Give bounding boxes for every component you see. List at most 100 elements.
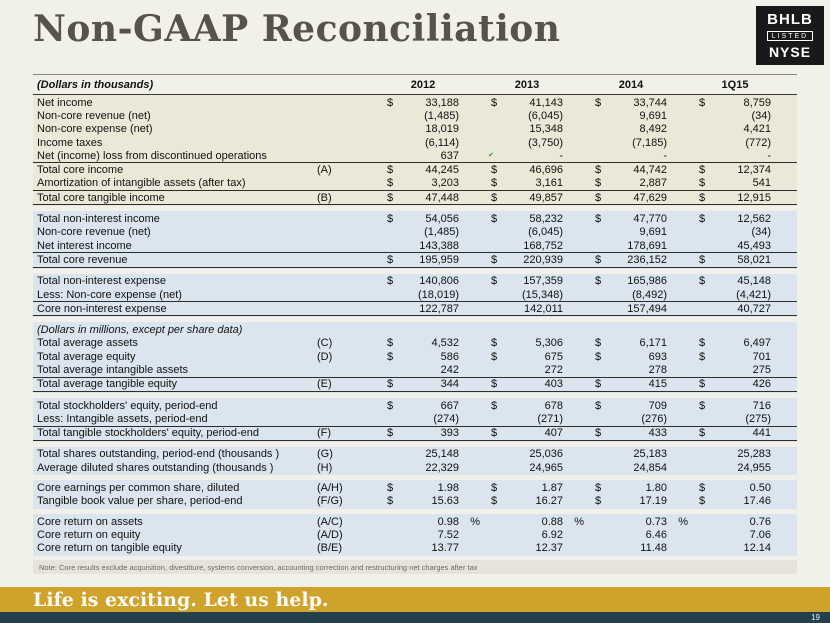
value-cell: $236,152 xyxy=(595,254,667,266)
value-cell: $15.63 xyxy=(387,495,459,507)
cell-value: 9,691 xyxy=(639,226,667,239)
cell-value: 6.46 xyxy=(645,528,667,541)
cell-value: 716 xyxy=(752,399,771,412)
row-designation: (D) xyxy=(317,350,333,363)
cell-value: 426 xyxy=(752,378,771,391)
value-cell: $44,245 xyxy=(387,164,459,176)
value-cell: $0.50 xyxy=(699,482,771,494)
cell-value: 18,019 xyxy=(425,123,459,136)
cell-value: 433 xyxy=(648,427,667,440)
dollar-sign: $ xyxy=(491,495,498,508)
table-row: Total average equity (D) $586 $675 $693 $701 xyxy=(33,350,797,363)
row-designation: (E) xyxy=(317,378,332,391)
cell-value: (18,019) xyxy=(418,288,459,301)
cell-value: 58,021 xyxy=(737,253,771,266)
dollar-sign: $ xyxy=(699,275,706,288)
value-cell: $667 xyxy=(387,400,459,412)
cell-value: 168,752 xyxy=(523,239,563,252)
value-cell: $46,696 xyxy=(491,164,563,176)
cell-value: 272 xyxy=(544,363,563,376)
cell-value: 441 xyxy=(752,427,771,440)
dollar-sign: $ xyxy=(595,177,602,190)
table-section: Total shares outstanding, period-end (th… xyxy=(33,446,797,476)
value-cell: $17.19 xyxy=(595,495,667,507)
dollar-sign: $ xyxy=(699,482,706,495)
value-cell: (34) xyxy=(699,110,771,122)
value-cell: 24,955 xyxy=(699,462,771,474)
value-cell: (6,045) xyxy=(491,226,563,238)
value-cell: 272 xyxy=(491,364,563,376)
dollar-sign: $ xyxy=(387,378,394,391)
value-cell: (6,045) xyxy=(491,110,563,122)
value-cell: 25,283 xyxy=(699,448,771,460)
cell-value: 3,203 xyxy=(431,177,459,190)
dollar-sign: $ xyxy=(595,337,602,350)
value-cell: $33,744 xyxy=(595,97,667,109)
table-section: Core earnings per common share, diluted (… xyxy=(33,480,797,510)
cell-value: 54,056 xyxy=(425,213,459,226)
row-label: Total average equity xyxy=(37,350,136,363)
cell-value: 0.50 xyxy=(749,482,771,495)
cell-value: 0.98 xyxy=(437,515,459,528)
value-cell: $426 xyxy=(699,378,771,390)
cell-value: 220,939 xyxy=(523,253,563,266)
cell-value: 157,494 xyxy=(627,302,667,315)
cell-value: 667 xyxy=(440,399,459,412)
cell-value: 12,915 xyxy=(737,191,771,204)
dollar-sign: $ xyxy=(387,177,394,190)
table-row: Non-core revenue (net) (1,485) (6,045) 9,69… xyxy=(33,109,797,122)
cell-value: 47,629 xyxy=(633,191,667,204)
dollar-sign: $ xyxy=(387,482,394,495)
value-cell: 168,752 xyxy=(491,240,563,252)
value-cell: $12,374 xyxy=(699,164,771,176)
cell-value: 40,727 xyxy=(737,302,771,315)
cell-value: 0.73 xyxy=(645,515,667,528)
value-cell: (274) xyxy=(387,413,459,425)
value-cell: (772) xyxy=(699,137,771,149)
dollar-sign: $ xyxy=(387,350,394,363)
value-cell: 40,727 xyxy=(699,303,771,315)
value-cell: $47,629 xyxy=(595,192,667,204)
dollar-sign: $ xyxy=(387,96,394,109)
row-label: Income taxes xyxy=(37,136,103,149)
dollar-sign: $ xyxy=(699,164,706,177)
row-label: Non-core revenue (net) xyxy=(37,226,151,239)
cell-value: 415 xyxy=(648,378,667,391)
value-cell: $344 xyxy=(387,378,459,390)
value-cell: 9,691 xyxy=(595,226,667,238)
table-row: Total tangible stockholders' equity, per… xyxy=(33,425,797,441)
value-cell: $586 xyxy=(387,351,459,363)
cell-value: (8,492) xyxy=(632,288,667,301)
value-cell: (34) xyxy=(699,226,771,238)
cell-value: 6.92 xyxy=(541,528,563,541)
percent-sign: % xyxy=(470,515,480,528)
cell-value: 58,232 xyxy=(529,213,563,226)
table-header-row: (Dollars in thousands) 2012 2013 2014 1Q… xyxy=(33,74,797,95)
column-header-2014: 2014 xyxy=(618,78,644,91)
dollar-sign: $ xyxy=(699,337,706,350)
cell-value: 701 xyxy=(752,350,771,363)
cell-value: (1,485) xyxy=(424,109,459,122)
value-cell: $8,759 xyxy=(699,97,771,109)
value-cell: $44,742 xyxy=(595,164,667,176)
row-label: Core return on assets xyxy=(37,515,143,528)
value-cell: $5,306 xyxy=(491,337,563,349)
dollar-sign: $ xyxy=(491,378,498,391)
cell-value: 344 xyxy=(440,378,459,391)
value-cell: (3,750) xyxy=(491,137,563,149)
value-cell: $220,939 xyxy=(491,254,563,266)
value-cell: $675 xyxy=(491,351,563,363)
value-cell: $433 xyxy=(595,427,667,439)
dollar-sign: $ xyxy=(595,213,602,226)
dollar-sign: $ xyxy=(491,164,498,177)
dollar-sign: $ xyxy=(491,213,498,226)
cell-value: 47,448 xyxy=(425,191,459,204)
value-cell: 0.88% xyxy=(491,516,584,528)
value-cell: 142,011 xyxy=(491,303,563,315)
cell-value: 13.77 xyxy=(431,542,459,555)
row-label: Total tangible stockholders' equity, per… xyxy=(37,427,260,440)
row-label: (Dollars in millions, except per share d… xyxy=(37,324,243,337)
table-row: Tangible book value per share, period-en… xyxy=(33,495,797,508)
table-row: Core return on equity (A/D) 7.52 6.92 6.46 7.… xyxy=(33,528,797,541)
